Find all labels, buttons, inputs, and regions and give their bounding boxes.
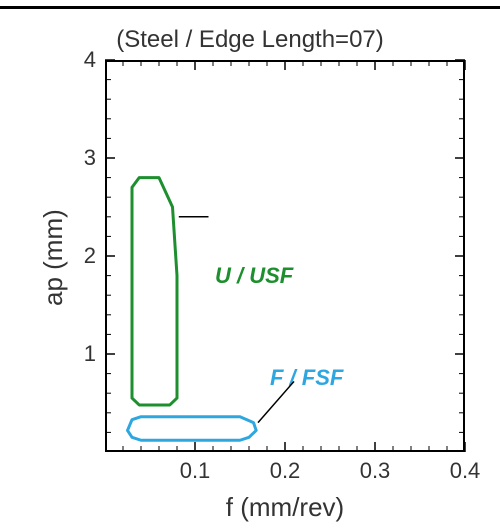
x-tick-label: 0.2	[270, 458, 301, 484]
y-tick-label: 2	[66, 243, 96, 269]
x-tick-label: 0.1	[180, 458, 211, 484]
region-f-fsf	[128, 417, 257, 441]
y-tick-label: 3	[66, 145, 96, 171]
region-u-usf	[132, 178, 177, 405]
x-tick-label: 0.4	[450, 458, 481, 484]
x-tick-label: 0.3	[360, 458, 391, 484]
y-tick-label: 1	[66, 341, 96, 367]
leader-line-f	[258, 381, 294, 422]
y-tick-label: 4	[66, 47, 96, 73]
